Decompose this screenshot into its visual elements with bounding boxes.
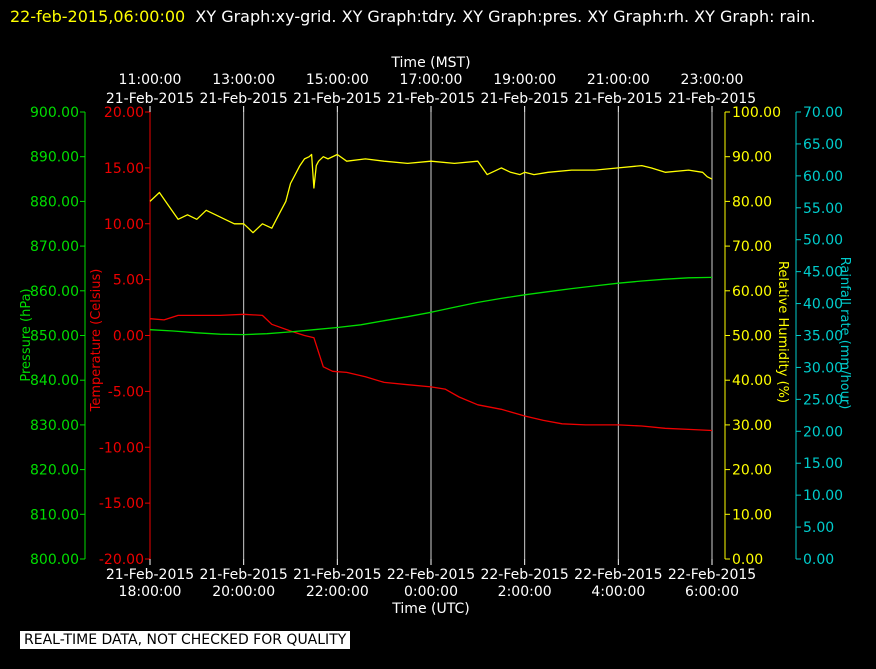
pres-tick-label: 840.00 xyxy=(30,373,79,389)
rain-tick-label: 40.00 xyxy=(803,297,843,313)
rain-tick-label: 45.00 xyxy=(803,265,843,281)
rh-axis-title: Relative Humidity (%) xyxy=(775,261,790,403)
rain-tick-label: 60.00 xyxy=(803,169,843,185)
temp-axis-title: Temperature (Celsius) xyxy=(89,269,104,413)
pres-tick-label: 820.00 xyxy=(30,463,79,479)
pres-tick-label: 800.00 xyxy=(30,552,79,568)
mst-tick-date: 21-Feb-2015 xyxy=(199,91,287,107)
pres-tick-label: 900.00 xyxy=(30,105,79,121)
utc-tick-time: 2:00:00 xyxy=(498,584,552,600)
mst-tick-date: 21-Feb-2015 xyxy=(668,91,756,107)
rh-tick-label: 90.00 xyxy=(732,150,772,166)
rh-tick-label: 40.00 xyxy=(732,373,772,389)
utc-tick-date: 21-Feb-2015 xyxy=(106,567,194,583)
rain-tick-label: 10.00 xyxy=(803,488,843,504)
temp-tick-label: 5.00 xyxy=(113,273,144,289)
rh-tick-label: 0.00 xyxy=(732,552,763,568)
temp-tick-label: -15.00 xyxy=(99,496,144,512)
rh-tick-label: 30.00 xyxy=(732,418,772,434)
rain-tick-label: 50.00 xyxy=(803,233,843,249)
temp-tick-label: -5.00 xyxy=(108,384,144,400)
header-graph-list: XY Graph:xy-grid. XY Graph:tdry. XY Grap… xyxy=(195,7,816,26)
rh-tick-label: 60.00 xyxy=(732,284,772,300)
utc-tick-time: 0:00:00 xyxy=(404,584,458,600)
rh-series-line xyxy=(149,153,713,234)
utc-tick-time: 4:00:00 xyxy=(591,584,645,600)
rh-tick-label: 10.00 xyxy=(732,507,772,523)
mst-tick-date: 21-Feb-2015 xyxy=(293,91,381,107)
rain-tick-label: 15.00 xyxy=(803,456,843,472)
rain-tick-label: 5.00 xyxy=(803,520,834,536)
rh-tick-label: 70.00 xyxy=(732,239,772,255)
pres-tick-label: 830.00 xyxy=(30,418,79,434)
rain-tick-label: 55.00 xyxy=(803,201,843,217)
rh-tick-label: 80.00 xyxy=(732,194,772,210)
mst-tick-time: 13:00:00 xyxy=(212,72,275,88)
rh-tick-label: 50.00 xyxy=(732,329,772,345)
pres-tick-label: 890.00 xyxy=(30,150,79,166)
utc-tick-time: 6:00:00 xyxy=(685,584,739,600)
mst-tick-time: 17:00:00 xyxy=(400,72,463,88)
mst-tick-date: 21-Feb-2015 xyxy=(574,91,662,107)
mst-tick-time: 15:00:00 xyxy=(306,72,369,88)
pres-series-line xyxy=(149,276,713,336)
utc-tick-date: 22-Feb-2015 xyxy=(480,567,568,583)
utc-tick-date: 22-Feb-2015 xyxy=(574,567,662,583)
temp-tick-label: 20.00 xyxy=(104,105,144,121)
mst-tick-time: 21:00:00 xyxy=(587,72,650,88)
mst-tick-time: 23:00:00 xyxy=(681,72,744,88)
pres-tick-label: 870.00 xyxy=(30,239,79,255)
rain-tick-label: 20.00 xyxy=(803,424,843,440)
rain-tick-label: 65.00 xyxy=(803,137,843,153)
utc-tick-time: 20:00:00 xyxy=(212,584,275,600)
utc-tick-date: 22-Feb-2015 xyxy=(387,567,475,583)
rain-tick-label: 25.00 xyxy=(803,392,843,408)
utc-tick-date: 21-Feb-2015 xyxy=(293,567,381,583)
temp-tick-label: -10.00 xyxy=(99,440,144,456)
mst-tick-time: 19:00:00 xyxy=(493,72,556,88)
mst-tick-date: 21-Feb-2015 xyxy=(387,91,475,107)
header-timestamp: 22-feb-2015,06:00:00 xyxy=(10,7,186,26)
utc-tick-time: 22:00:00 xyxy=(306,584,369,600)
quality-notice: REAL-TIME DATA, NOT CHECKED FOR QUALITY xyxy=(20,631,351,649)
pres-tick-label: 860.00 xyxy=(30,284,79,300)
rain-tick-label: 70.00 xyxy=(803,105,843,121)
rain-tick-label: 30.00 xyxy=(803,360,843,376)
pres-tick-label: 880.00 xyxy=(30,194,79,210)
mst-tick-time: 11:00:00 xyxy=(119,72,182,88)
rh-tick-label: 100.00 xyxy=(732,105,781,121)
chart-header: 22-feb-2015,06:00:00 XY Graph:xy-grid. X… xyxy=(10,2,870,32)
temp-series-line xyxy=(149,313,713,432)
utc-tick-date: 22-Feb-2015 xyxy=(668,567,756,583)
temp-tick-label: 10.00 xyxy=(104,217,144,233)
rain-tick-label: 35.00 xyxy=(803,329,843,345)
x-axis-title-utc: Time (UTC) xyxy=(391,601,469,617)
temp-tick-label: -20.00 xyxy=(99,552,144,568)
temp-tick-label: 15.00 xyxy=(104,161,144,177)
pres-tick-label: 850.00 xyxy=(30,329,79,345)
utc-tick-time: 18:00:00 xyxy=(119,584,182,600)
rain-tick-label: 0.00 xyxy=(803,552,834,568)
mst-tick-date: 21-Feb-2015 xyxy=(106,91,194,107)
utc-tick-date: 21-Feb-2015 xyxy=(199,567,287,583)
temp-tick-label: 0.00 xyxy=(113,329,144,345)
pres-axis-title: Pressure (hPa) xyxy=(19,288,34,381)
mst-tick-date: 21-Feb-2015 xyxy=(480,91,568,107)
x-axis-title-mst: Time (MST) xyxy=(390,55,470,71)
rain-axis-title: Rainfall rate (mm/hour) xyxy=(837,257,852,410)
pres-tick-label: 810.00 xyxy=(30,507,79,523)
rh-tick-label: 20.00 xyxy=(732,463,772,479)
